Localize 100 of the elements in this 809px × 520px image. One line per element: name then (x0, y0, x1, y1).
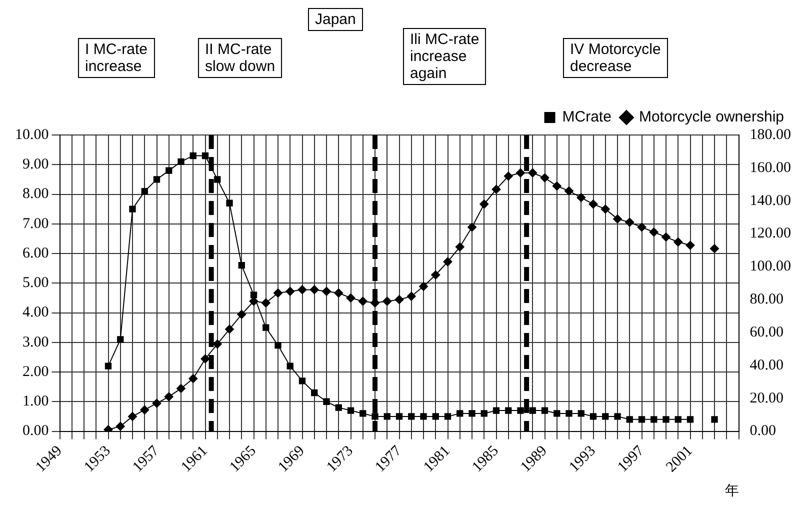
point (200, 354, 210, 364)
point (590, 413, 597, 420)
y-tick-label: 3.00 (22, 334, 49, 350)
y-tick-label: 2.00 (22, 364, 49, 380)
point (396, 413, 403, 420)
y-tick-label: 0.00 (22, 423, 49, 440)
point (274, 342, 282, 349)
point (274, 288, 282, 298)
point (480, 200, 489, 209)
point (298, 285, 307, 294)
point (261, 298, 270, 308)
point (674, 416, 682, 423)
point (250, 292, 258, 298)
point (638, 416, 646, 423)
point (711, 416, 718, 423)
point (456, 410, 464, 417)
point (662, 416, 670, 423)
point (153, 176, 160, 183)
point (152, 398, 162, 408)
point (346, 293, 356, 302)
point (600, 204, 610, 214)
y2-tick-label: 140.00 (750, 192, 791, 209)
point (225, 324, 234, 334)
point (662, 232, 670, 242)
point (529, 407, 536, 414)
point (286, 286, 295, 296)
point (104, 362, 112, 370)
point (649, 228, 658, 237)
text: Ili MC-rate increase again (403, 28, 486, 85)
point (444, 413, 452, 420)
point (564, 186, 574, 196)
point (237, 310, 246, 319)
point (492, 184, 501, 194)
y-tick-label: 4.00 (22, 304, 49, 321)
y2-tick-label: 180.00 (750, 126, 791, 143)
point (468, 410, 476, 417)
point (129, 206, 136, 212)
point (674, 237, 683, 246)
point (516, 168, 525, 178)
point (566, 410, 572, 417)
y-tick-label: 10.00 (15, 126, 49, 143)
point (552, 182, 562, 191)
point (166, 167, 172, 174)
point (602, 413, 609, 420)
point (323, 398, 330, 405)
point (578, 410, 584, 417)
text: Japan (308, 8, 363, 31)
x-tick-label: 1961 (178, 442, 211, 476)
y2-tick-label: 0.00 (750, 423, 776, 440)
point (650, 416, 658, 423)
point (176, 384, 186, 393)
point (178, 158, 184, 165)
point (262, 324, 270, 331)
y-tick-label: 5.00 (22, 275, 49, 292)
point (372, 413, 378, 420)
point (710, 244, 719, 254)
x-tick-label: 1981 (420, 442, 454, 476)
x-axis-title: 年 (724, 483, 739, 500)
y2-tick-label: 40.00 (750, 357, 784, 374)
y-tick-label: 8.00 (22, 186, 49, 202)
point (298, 378, 306, 384)
text: IV Motorcycle decrease (563, 38, 668, 78)
point (420, 413, 427, 420)
point (408, 413, 415, 420)
y-tick-label: 7.00 (22, 216, 49, 232)
y2-tick-label: 80.00 (750, 292, 784, 308)
point (202, 152, 209, 160)
point (528, 168, 538, 178)
point (517, 407, 524, 414)
point (406, 292, 416, 301)
point (128, 412, 137, 421)
point (334, 288, 344, 298)
point (188, 374, 198, 384)
point (554, 410, 560, 417)
point (212, 340, 222, 349)
y2-tick-label: 60.00 (750, 324, 784, 340)
point (540, 173, 550, 182)
point (360, 410, 366, 417)
point (214, 176, 221, 183)
point (443, 257, 452, 266)
point (637, 222, 646, 232)
y-tick-label: 1.00 (22, 394, 49, 410)
point (431, 270, 440, 280)
point (141, 188, 148, 195)
point (286, 362, 294, 370)
point (613, 214, 622, 224)
point (492, 407, 500, 414)
point (505, 407, 512, 414)
legend-label: Motorcycle ownership (638, 108, 784, 126)
text: I MC-rate increase (78, 38, 155, 78)
y-tick-label: 9.00 (22, 156, 49, 173)
point (238, 262, 245, 269)
y2-tick-label: 20.00 (750, 390, 784, 406)
point (419, 282, 428, 291)
point (576, 193, 586, 202)
point (116, 422, 125, 431)
x-tick-label: 2001 (663, 442, 696, 476)
point (335, 404, 342, 411)
point (140, 405, 150, 414)
y2-tick-label: 160.00 (750, 160, 791, 176)
